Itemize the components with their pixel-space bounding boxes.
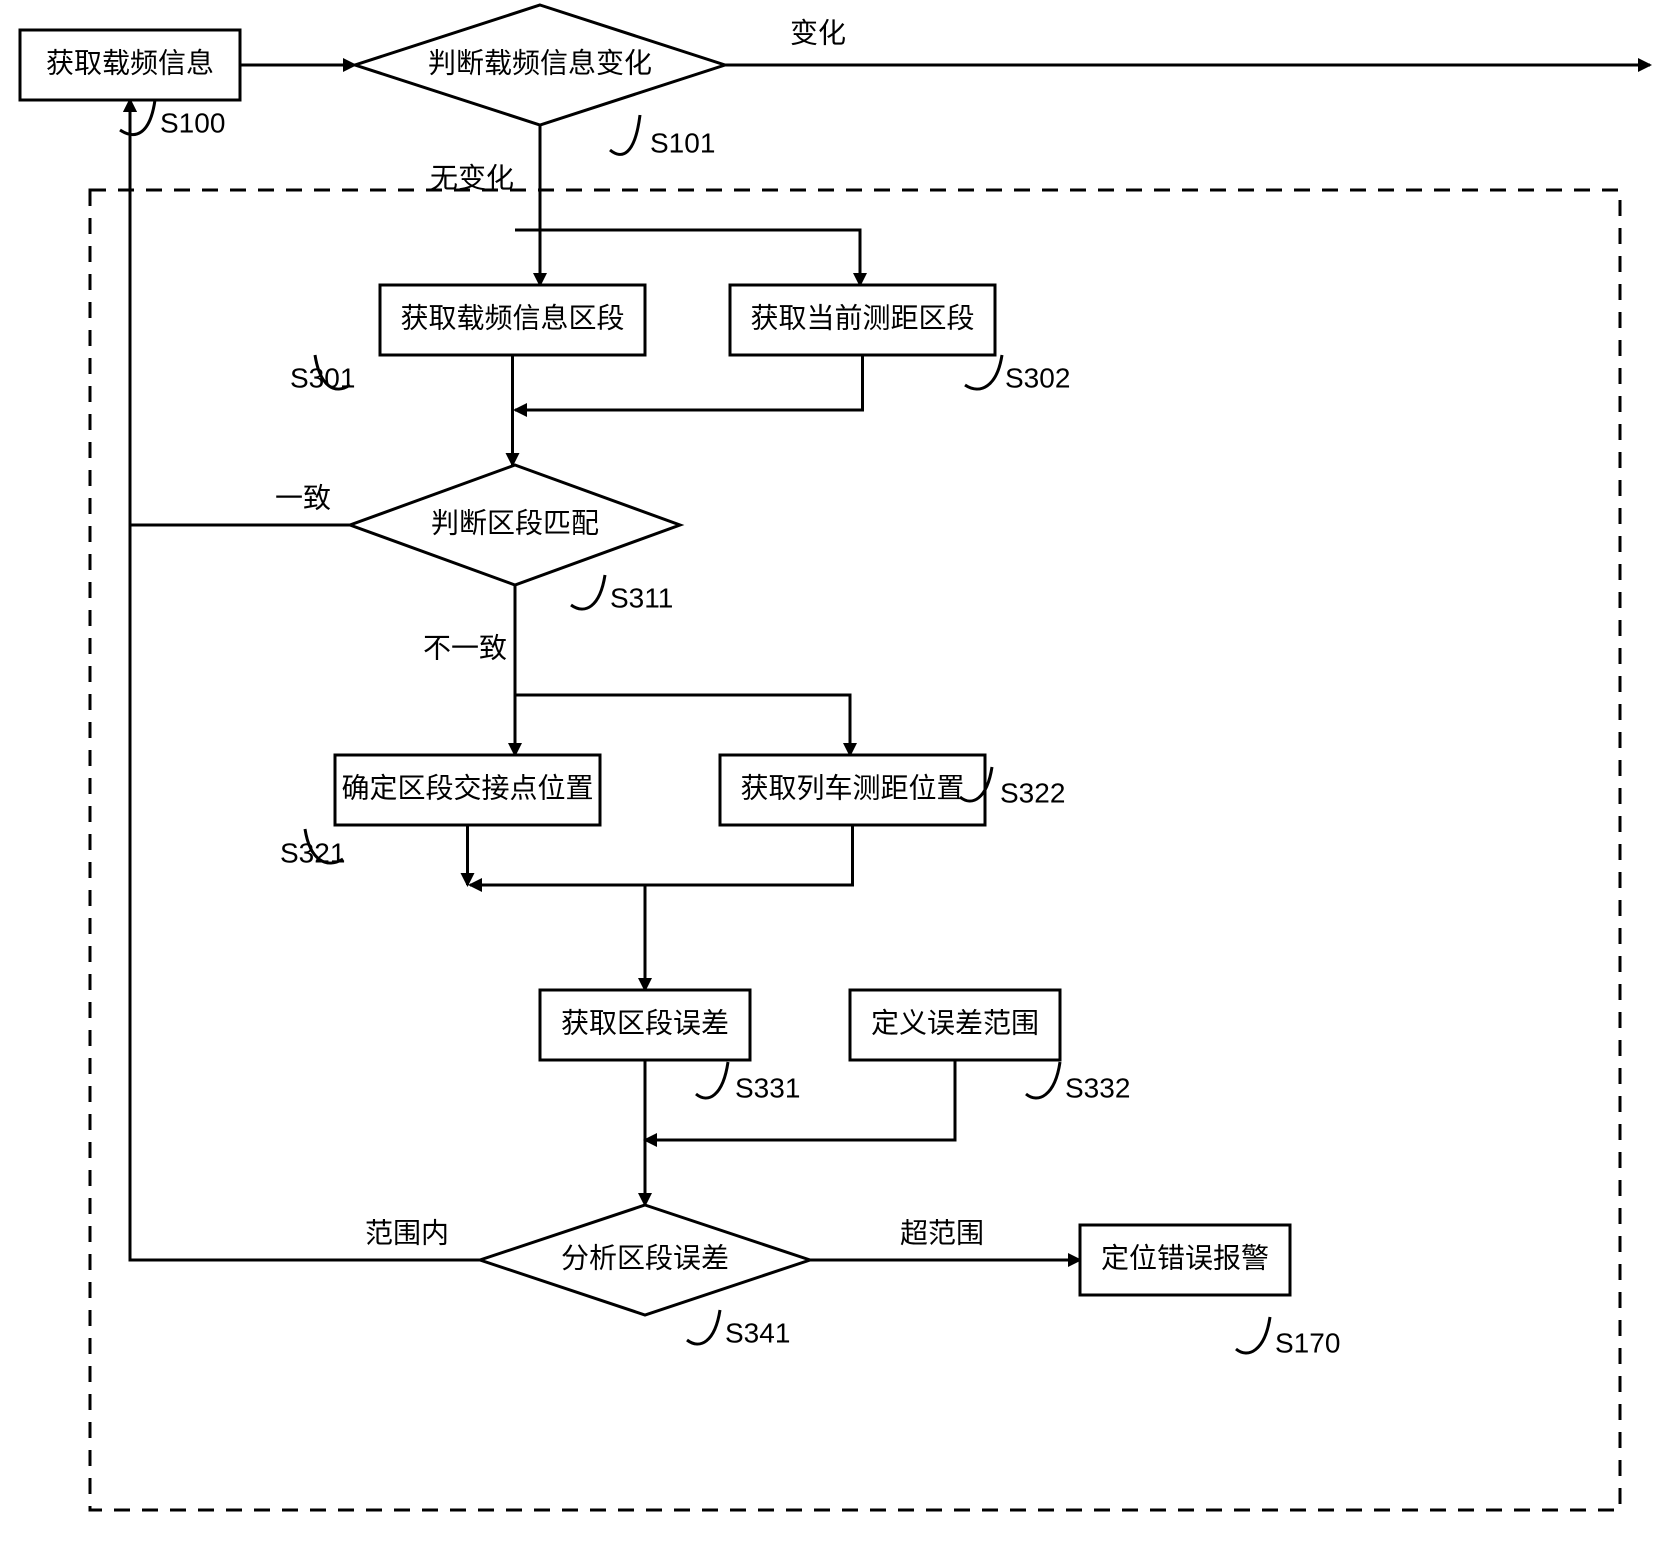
label-connector-curve	[1236, 1317, 1270, 1353]
label-connector-curve	[610, 115, 640, 154]
node-text: 获取载频信息	[46, 47, 214, 78]
flow-edge	[470, 825, 853, 885]
node-text: 分析区段误差	[561, 1242, 729, 1273]
flow-edge	[515, 230, 860, 285]
label-connector-curve	[687, 1310, 720, 1344]
node-text: 获取载频信息区段	[400, 302, 624, 333]
node-step-label: S341	[725, 1317, 790, 1348]
node-text: 获取区段误差	[561, 1007, 729, 1038]
node-text: 获取当前测距区段	[750, 302, 974, 333]
node-text: 获取列车测距位置	[740, 772, 964, 803]
node-step-label: S331	[735, 1072, 800, 1103]
node-step-label: S322	[1000, 777, 1065, 808]
label-connector-curve	[1026, 1062, 1060, 1098]
node-step-label: S332	[1065, 1072, 1130, 1103]
node-text: 确定区段交接点位置	[341, 772, 593, 803]
edge-label: 变化	[790, 17, 846, 48]
edge-label: 无变化	[430, 162, 514, 193]
flow-edge	[130, 100, 480, 1260]
edge-label: 超范围	[900, 1217, 984, 1248]
edge-label: 一致	[275, 482, 331, 513]
node-text: 判断载频信息变化	[428, 47, 652, 78]
node-step-label: S302	[1005, 362, 1070, 393]
node-step-label: S311	[610, 582, 673, 613]
edge-label: 范围内	[365, 1217, 449, 1248]
label-connector-curve	[965, 355, 1002, 389]
node-text: 判断区段匹配	[431, 507, 599, 538]
node-step-label: S100	[160, 107, 225, 138]
flow-edge	[130, 100, 350, 525]
node-text: 定义误差范围	[871, 1007, 1039, 1038]
flowchart-canvas: 变化无变化一致不一致范围内 超范围 获取载频信息 S100 判断载频信息变化 S101 获取…	[0, 0, 1655, 1541]
flow-edge	[515, 355, 863, 410]
label-connector-curve	[696, 1062, 728, 1098]
label-connector-curve	[571, 575, 605, 609]
node-text: 定位错误报警	[1101, 1242, 1269, 1273]
node-step-label: S170	[1275, 1327, 1340, 1358]
node-step-label: S101	[650, 127, 715, 158]
flow-edge	[515, 695, 850, 755]
label-connector-curve	[120, 100, 155, 135]
edge-label: 不一致	[423, 632, 507, 663]
